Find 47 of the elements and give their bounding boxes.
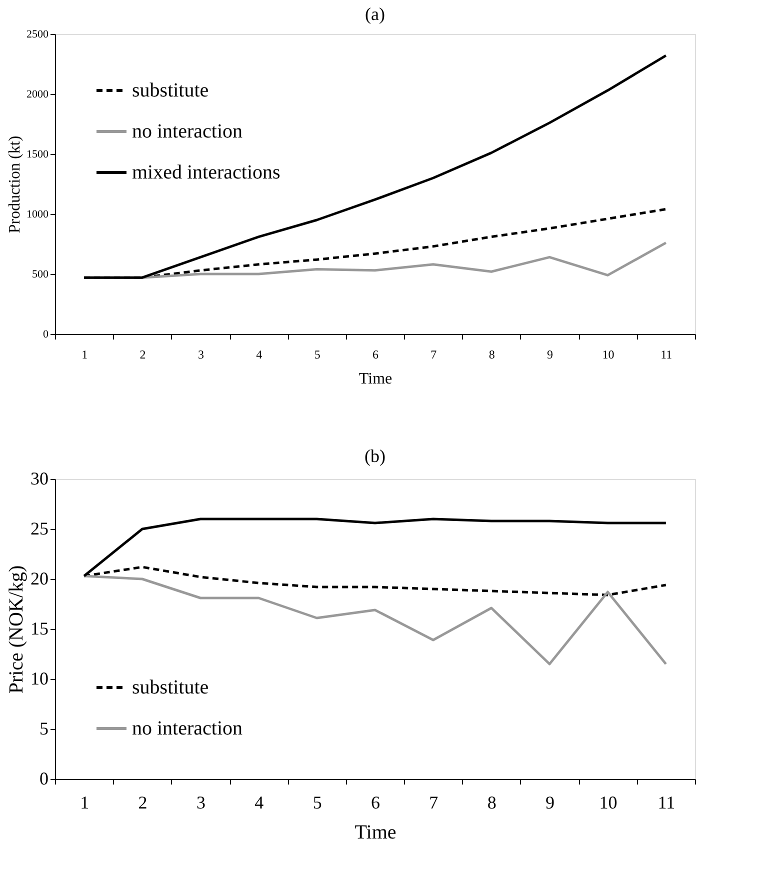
legend-label: substitute bbox=[132, 80, 209, 102]
y-tick-label: 5 bbox=[40, 718, 48, 738]
y-tick-label: 25 bbox=[30, 518, 48, 538]
legend-label: substitute bbox=[132, 676, 209, 698]
x-tick-label: 7 bbox=[430, 348, 437, 362]
y-axis-title: Price (NOK/kg) bbox=[6, 565, 28, 694]
y-tick-label: 15 bbox=[30, 618, 48, 638]
y-tick-label: 1500 bbox=[26, 148, 49, 160]
x-tick-label: 1 bbox=[82, 348, 88, 362]
legend-label: mixed interactions bbox=[132, 162, 281, 184]
legend-label: no interaction bbox=[132, 120, 243, 142]
x-tick-label: 6 bbox=[372, 348, 378, 362]
x-tick-label: 10 bbox=[602, 348, 614, 362]
x-tick-label: 10 bbox=[599, 792, 618, 812]
x-tick-label: 3 bbox=[198, 348, 204, 362]
chart-title: (a) bbox=[365, 4, 385, 24]
y-tick-label: 1000 bbox=[26, 208, 49, 220]
x-tick-label: 4 bbox=[254, 792, 264, 812]
x-tick-label: 7 bbox=[429, 792, 438, 812]
y-tick-label: 10 bbox=[30, 668, 48, 688]
x-tick-label: 3 bbox=[196, 792, 206, 812]
x-tick-label: 9 bbox=[546, 792, 555, 812]
x-tick-label: 11 bbox=[660, 348, 672, 362]
x-axis-title: Time bbox=[354, 822, 396, 844]
x-tick-label: 5 bbox=[314, 348, 320, 362]
x-tick-label: 1 bbox=[80, 792, 90, 812]
x-tick-label: 4 bbox=[256, 348, 262, 362]
x-tick-label: 11 bbox=[658, 792, 676, 812]
y-tick-label: 2500 bbox=[26, 28, 49, 40]
y-tick-label: 2000 bbox=[26, 88, 49, 100]
y-tick-label: 0 bbox=[43, 328, 49, 340]
x-tick-label: 5 bbox=[312, 792, 322, 812]
x-tick-label: 2 bbox=[140, 348, 146, 362]
y-tick-label: 30 bbox=[30, 468, 48, 488]
line-series bbox=[82, 574, 668, 666]
legend-label: no interaction bbox=[132, 718, 243, 740]
y-axis-title: Production (kt) bbox=[6, 136, 24, 234]
x-tick-label: 6 bbox=[371, 792, 380, 812]
x-axis-title: Time bbox=[358, 370, 392, 388]
y-tick-label: 0 bbox=[40, 768, 48, 788]
y-tick-label: 500 bbox=[32, 268, 49, 280]
x-tick-label: 9 bbox=[547, 348, 554, 362]
x-tick-label: 8 bbox=[487, 792, 496, 812]
y-tick-label: 20 bbox=[30, 568, 48, 588]
x-tick-label: 8 bbox=[488, 348, 495, 362]
chart-title: (b) bbox=[364, 446, 386, 466]
x-tick-label: 2 bbox=[138, 792, 148, 812]
